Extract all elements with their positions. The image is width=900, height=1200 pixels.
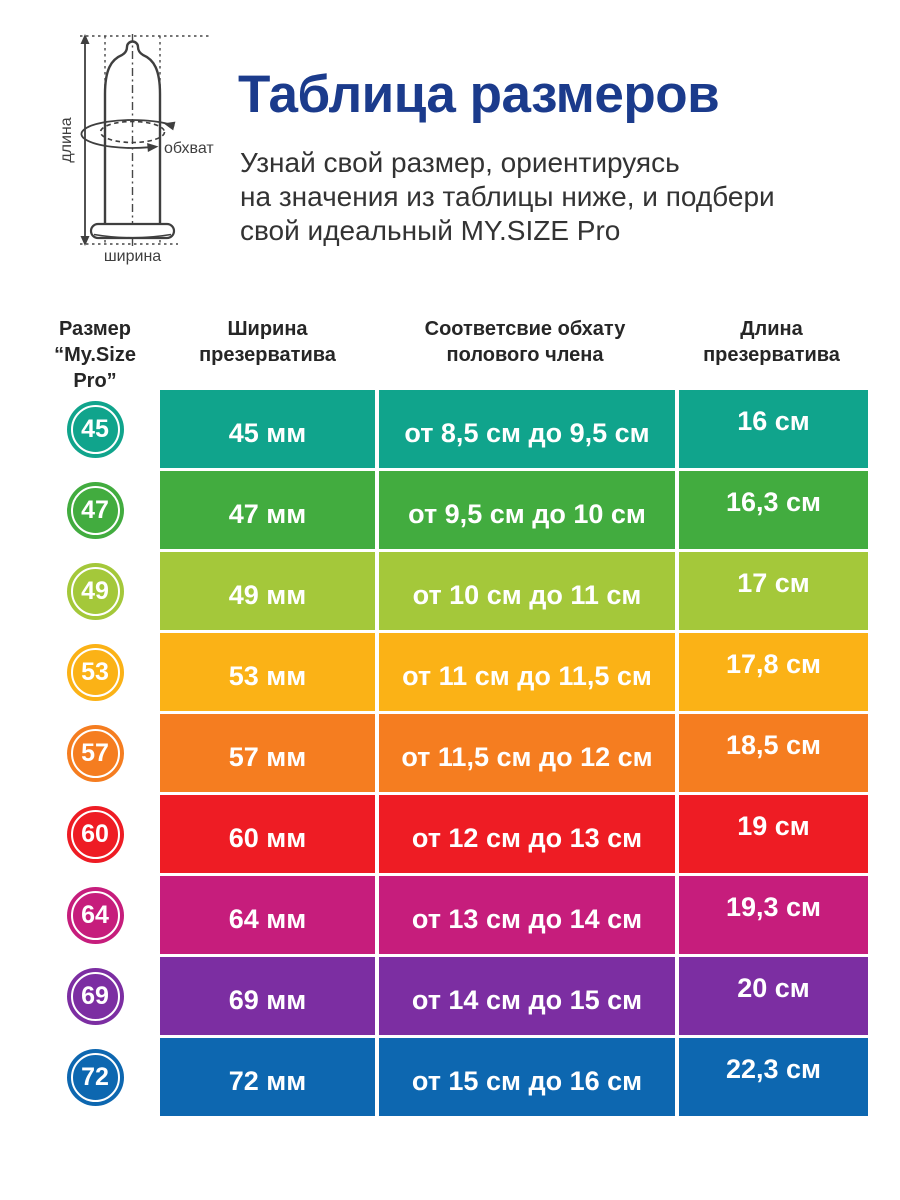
badge-cell: 64 [30,876,160,954]
condom-base-rim [89,222,176,240]
badge-cell: 72 [30,1038,160,1116]
diagram-width-label: ширина [104,248,161,265]
cell-length: 20 см [675,957,868,1035]
table-row: 45 45 мм от 8,5 см до 9,5 см 16 см [30,390,868,468]
cell-width: 64 мм [160,876,375,954]
cell-width: 45 мм [160,390,375,468]
size-badge: 49 [66,562,124,620]
table-row: 72 72 мм от 15 см до 16 см 22,3 см [30,1038,868,1116]
size-badge: 47 [66,481,124,539]
cell-girth: от 14 см до 15 см [375,957,675,1035]
cell-girth: от 8,5 см до 9,5 см [375,390,675,468]
size-badge-number: 49 [81,576,109,605]
badge-cell: 69 [30,957,160,1035]
condom-outline [103,40,162,225]
size-badge-number: 72 [81,1062,109,1091]
table-row: 53 53 мм от 11 см до 11,5 см 17,8 см [30,633,868,711]
subtitle-line: Узнай свой размер, ориентируясь [240,147,680,178]
size-badge-number: 53 [81,657,109,686]
size-badge: 69 [66,967,124,1025]
cell-length: 16 см [675,390,868,468]
subtitle-line: на значения из таблицы ниже, и подбери [240,181,775,212]
table-row: 60 60 мм от 12 см до 13 см 19 см [30,795,868,873]
column-header-width: Ширина презерватива [199,318,336,366]
table-header: Размер “My.Size Pro” Ширина презерватива… [30,316,868,394]
cell-width: 72 мм [160,1038,375,1116]
size-badge-number: 45 [81,414,109,443]
cell-length: 19 см [675,795,868,873]
girth-arrow [80,119,176,152]
badge-cell: 53 [30,633,160,711]
table-row: 47 47 мм от 9,5 см до 10 см 16,3 см [30,471,868,549]
size-badge: 45 [66,400,124,458]
diagram-girth-label: обхват [164,140,214,157]
column-header-size: Размер “My.Size Pro” [54,318,136,392]
condom-diagram: длина обхват ширина [60,34,214,265]
cell-girth: от 11 см до 11,5 см [375,633,675,711]
table-row: 69 69 мм от 14 см до 15 см 20 см [30,957,868,1035]
size-badge: 60 [66,805,124,863]
page-title: Таблица размеров [238,65,720,124]
cell-width: 49 мм [160,552,375,630]
size-badge: 64 [66,886,124,944]
cell-girth: от 10 см до 11 см [375,552,675,630]
page-subtitle: Узнай свой размер, ориентируясь на значе… [240,146,775,248]
size-badge-number: 69 [81,981,109,1010]
size-badge-number: 60 [81,819,109,848]
cell-length: 17,8 см [675,633,868,711]
size-badge-number: 47 [81,495,109,524]
column-header-length: Длина презерватива [703,318,840,366]
table-body: 45 45 мм от 8,5 см до 9,5 см 16 см 47 47… [30,390,868,1119]
cell-length: 16,3 см [675,471,868,549]
size-badge: 72 [66,1048,124,1106]
cell-girth: от 13 см до 14 см [375,876,675,954]
cell-width: 69 мм [160,957,375,1035]
size-badge: 57 [66,724,124,782]
size-badge: 53 [66,643,124,701]
column-header-girth: Соответсвие обхату полового члена [424,318,626,366]
table-row: 64 64 мм от 13 см до 14 см 19,3 см [30,876,868,954]
girth-section-ellipse [99,120,166,144]
cell-length: 17 см [675,552,868,630]
cell-length: 19,3 см [675,876,868,954]
badge-cell: 47 [30,471,160,549]
size-badge-number: 57 [81,738,109,767]
size-badge-number: 64 [81,900,109,929]
cell-girth: от 9,5 см до 10 см [375,471,675,549]
cell-width: 47 мм [160,471,375,549]
cell-width: 60 мм [160,795,375,873]
table-row: 49 49 мм от 10 см до 11 см 17 см [30,552,868,630]
cell-girth: от 11,5 см до 12 см [375,714,675,792]
cell-length: 22,3 см [675,1038,868,1116]
table-row: 57 57 мм от 11,5 см до 12 см 18,5 см [30,714,868,792]
badge-cell: 57 [30,714,160,792]
cell-width: 57 мм [160,714,375,792]
cell-length: 18,5 см [675,714,868,792]
badge-cell: 49 [30,552,160,630]
cell-girth: от 15 см до 16 см [375,1038,675,1116]
subtitle-line: свой идеальный MY.SIZE Pro [240,215,621,246]
diagram-length-label: длина [60,117,75,162]
cell-girth: от 12 см до 13 см [375,795,675,873]
badge-cell: 45 [30,390,160,468]
badge-cell: 60 [30,795,160,873]
cell-width: 53 мм [160,633,375,711]
